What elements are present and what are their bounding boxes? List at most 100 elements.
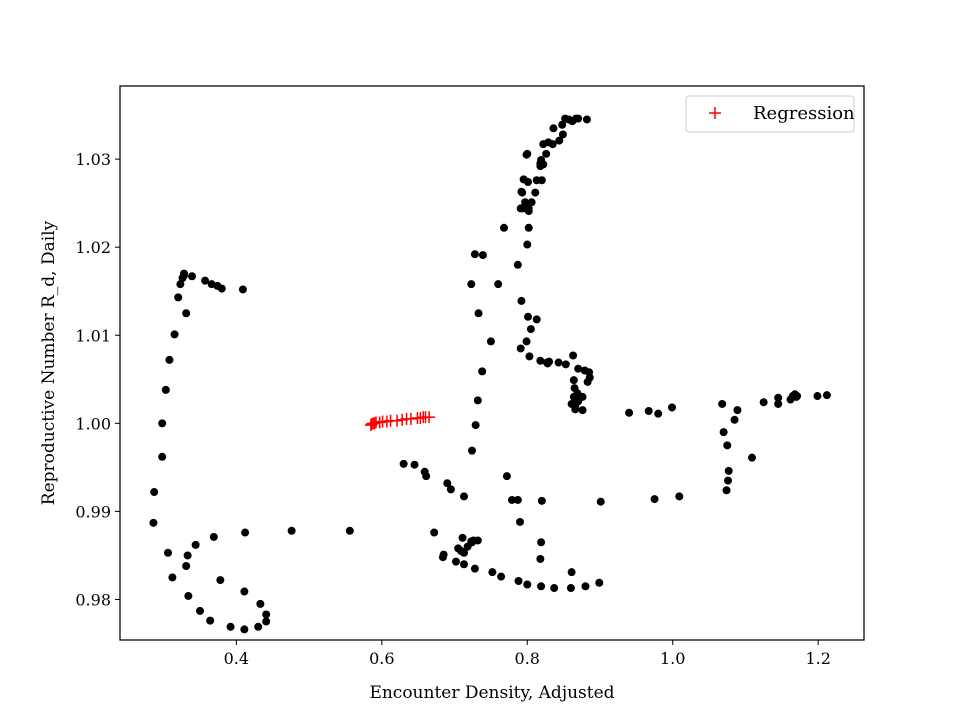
data-point <box>486 337 495 346</box>
data-point <box>578 406 587 415</box>
data-point <box>161 385 170 394</box>
data-point <box>494 280 503 289</box>
data-point <box>473 396 482 405</box>
y-tick-label: 0.99 <box>75 502 111 521</box>
data-point <box>521 198 530 207</box>
data-point <box>508 495 516 504</box>
data-point <box>569 376 578 385</box>
data-point <box>178 274 187 283</box>
data-point <box>168 573 177 582</box>
data-point <box>675 492 684 501</box>
data-point <box>524 204 533 213</box>
data-point <box>184 591 193 600</box>
data-point <box>582 115 591 124</box>
data-point <box>555 136 564 145</box>
data-point <box>537 176 546 185</box>
data-point <box>723 441 732 450</box>
data-point <box>399 459 408 468</box>
data-point <box>240 625 249 634</box>
regression-point <box>373 416 386 429</box>
data-point <box>522 150 531 159</box>
data-point <box>644 407 653 416</box>
regression-point <box>404 412 417 425</box>
plot-marks <box>149 114 831 634</box>
data-point <box>165 355 174 364</box>
data-point <box>516 204 525 213</box>
data-point <box>527 198 536 207</box>
x-axis: 0.4 0.6 0.8 1.0 1.2 <box>224 640 831 668</box>
data-point <box>722 486 731 495</box>
data-point <box>532 315 541 324</box>
data-point <box>262 617 271 626</box>
data-point <box>813 392 822 401</box>
data-point <box>523 580 532 589</box>
data-point <box>595 578 604 587</box>
data-point <box>170 330 179 339</box>
data-point <box>256 599 265 608</box>
data-point <box>567 399 576 408</box>
data-point <box>473 536 482 545</box>
data-point <box>574 364 583 373</box>
data-point <box>554 358 563 367</box>
data-point <box>654 409 663 418</box>
data-point <box>150 488 159 497</box>
data-point <box>174 293 183 302</box>
data-point <box>668 403 676 412</box>
data-point <box>443 479 452 488</box>
data-point <box>516 344 525 353</box>
legend-marker-regression <box>709 107 721 119</box>
data-point <box>718 399 727 408</box>
x-tick-label: 1.2 <box>805 649 830 668</box>
data-point <box>518 188 527 197</box>
data-point <box>470 250 479 259</box>
data-point <box>460 492 468 501</box>
regression-point <box>423 411 436 424</box>
data-point <box>467 280 476 289</box>
data-point <box>471 421 480 430</box>
data-point <box>542 149 551 158</box>
y-tick-label: 1.01 <box>75 326 111 345</box>
data-point <box>517 296 526 305</box>
data-point <box>733 406 742 415</box>
data-point <box>513 260 522 269</box>
data-point <box>513 495 522 504</box>
data-point <box>164 548 172 557</box>
y-axis-label: Reproductive Number R_d, Daily <box>39 220 59 505</box>
data-point <box>526 325 535 334</box>
data-point <box>558 130 567 139</box>
data-point <box>792 392 801 401</box>
data-point <box>516 517 524 526</box>
data-point <box>446 485 455 494</box>
data-point <box>422 472 431 481</box>
data-point <box>524 178 532 187</box>
data-point <box>522 337 531 346</box>
data-point <box>524 223 533 232</box>
data-point <box>724 476 732 485</box>
legend: Regression <box>685 95 855 133</box>
data-point <box>183 551 192 560</box>
data-point <box>467 537 476 546</box>
data-point <box>502 472 511 481</box>
data-point <box>549 124 558 133</box>
data-point <box>596 497 605 506</box>
data-point <box>474 309 483 318</box>
data-point <box>439 550 448 559</box>
data-point <box>430 528 439 537</box>
data-point <box>182 309 191 318</box>
data-point <box>822 391 831 400</box>
data-point <box>724 466 733 475</box>
data-point <box>536 356 545 365</box>
data-point <box>457 547 466 556</box>
data-point <box>561 360 570 369</box>
data-point <box>497 572 506 581</box>
data-point <box>514 576 523 585</box>
data-point <box>774 393 783 402</box>
data-point <box>545 357 554 366</box>
regression-point <box>414 412 427 425</box>
data-point <box>158 419 167 428</box>
y-axis: 0.98 0.99 1.00 1.01 1.02 1.03 <box>75 150 120 609</box>
data-point <box>458 533 467 542</box>
data-point <box>478 251 487 260</box>
data-point <box>500 223 508 232</box>
